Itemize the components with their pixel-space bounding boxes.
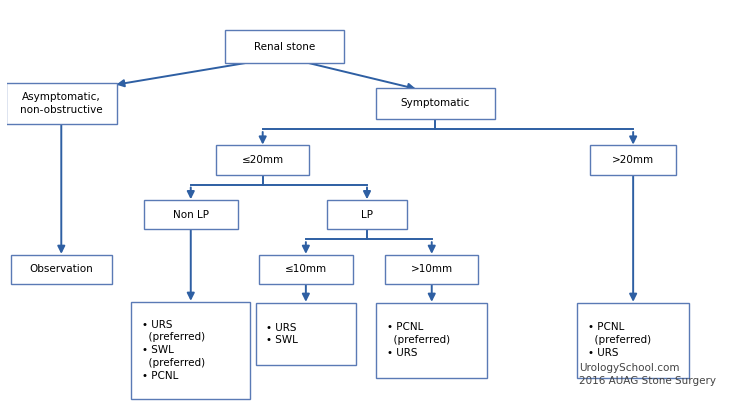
- Text: >10mm: >10mm: [411, 264, 453, 274]
- FancyBboxPatch shape: [131, 301, 250, 399]
- Text: >20mm: >20mm: [612, 155, 654, 165]
- Text: LP: LP: [361, 209, 373, 220]
- FancyBboxPatch shape: [385, 255, 479, 284]
- FancyBboxPatch shape: [376, 303, 487, 377]
- Text: ≤20mm: ≤20mm: [241, 155, 284, 165]
- FancyBboxPatch shape: [6, 83, 117, 123]
- FancyBboxPatch shape: [327, 200, 407, 229]
- FancyBboxPatch shape: [11, 255, 112, 284]
- FancyBboxPatch shape: [225, 30, 344, 63]
- Text: UrologySchool.com: UrologySchool.com: [579, 363, 680, 373]
- FancyBboxPatch shape: [590, 145, 676, 175]
- Text: Renal stone: Renal stone: [254, 42, 315, 52]
- FancyBboxPatch shape: [578, 303, 689, 377]
- Text: ≤10mm: ≤10mm: [285, 264, 327, 274]
- FancyBboxPatch shape: [376, 88, 495, 119]
- FancyBboxPatch shape: [216, 145, 310, 175]
- Text: 2016 AUAG Stone Surgery: 2016 AUAG Stone Surgery: [579, 376, 716, 386]
- Text: • URS
  (preferred)
• SWL
  (preferred)
• PCNL: • URS (preferred) • SWL (preferred) • PC…: [142, 320, 206, 381]
- Text: Symptomatic: Symptomatic: [401, 98, 470, 108]
- Text: • URS
• SWL: • URS • SWL: [266, 323, 298, 345]
- FancyBboxPatch shape: [144, 200, 238, 229]
- FancyBboxPatch shape: [255, 303, 356, 366]
- Text: Observation: Observation: [29, 264, 93, 274]
- Text: • PCNL
  (preferred)
• URS: • PCNL (preferred) • URS: [588, 322, 651, 358]
- Text: Asymptomatic,
non-obstructive: Asymptomatic, non-obstructive: [20, 92, 103, 115]
- Text: Non LP: Non LP: [172, 209, 208, 220]
- FancyBboxPatch shape: [259, 255, 352, 284]
- Text: • PCNL
  (preferred)
• URS: • PCNL (preferred) • URS: [387, 322, 450, 358]
